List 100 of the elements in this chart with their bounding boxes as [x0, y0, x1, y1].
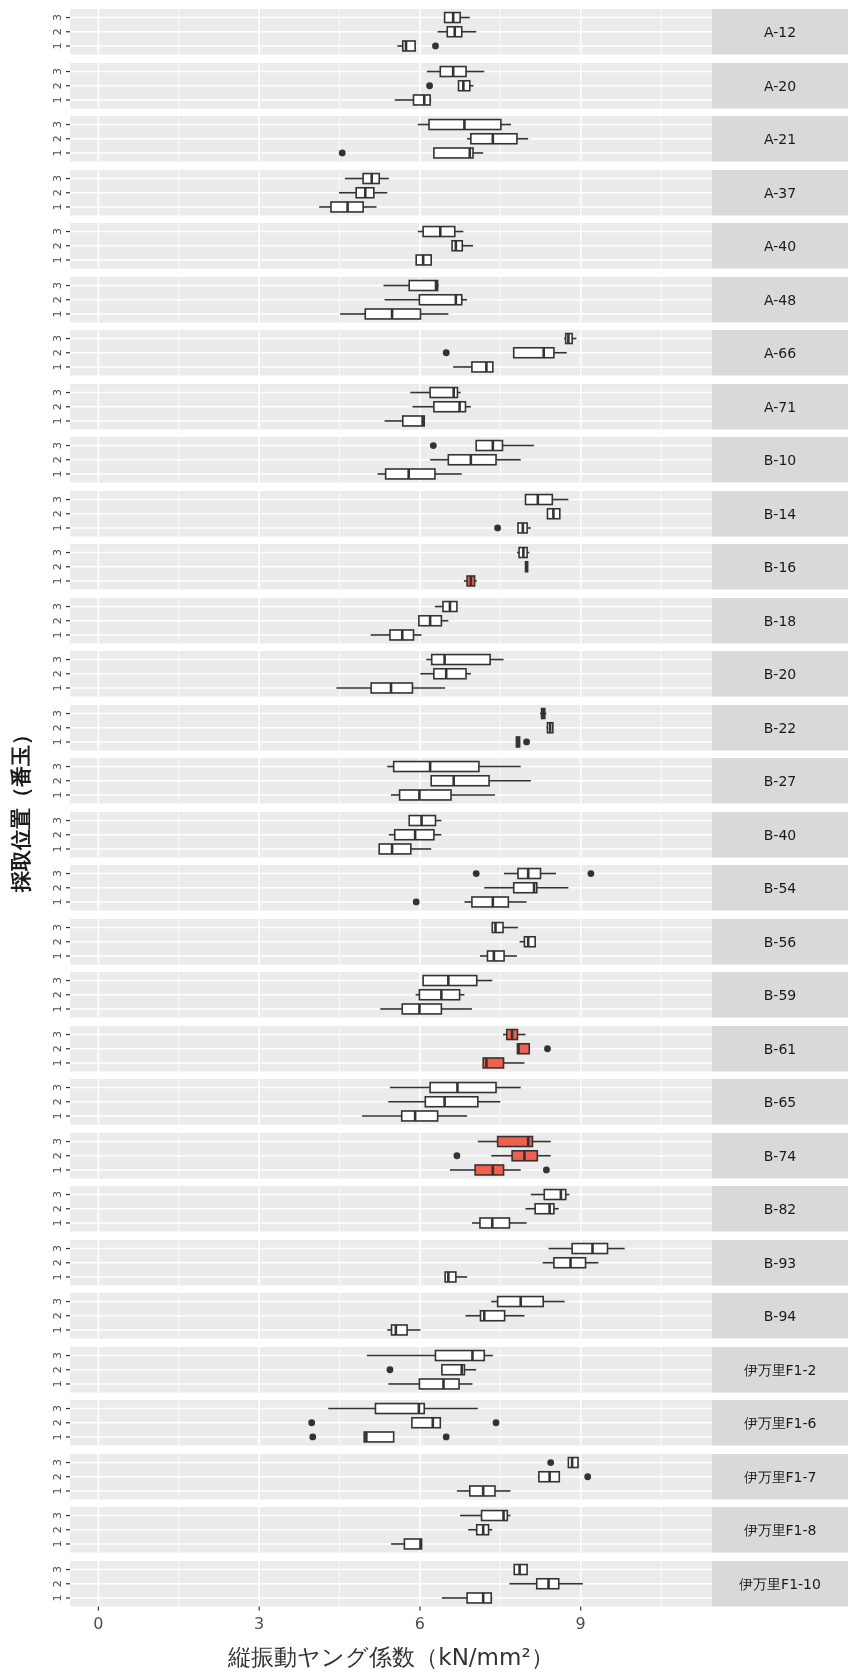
text: B-82: [763, 1200, 797, 1217]
y-tick-label: 3: [51, 870, 64, 878]
text: A-20: [763, 77, 797, 94]
text: B-94: [763, 1307, 797, 1324]
text: B-65: [763, 1093, 797, 1110]
y-tick-label: 1: [51, 1112, 64, 1120]
y-tick-label: 2: [51, 777, 64, 785]
y-tick-label: 2: [51, 1258, 64, 1266]
text: 伊万里F1-2: [743, 1361, 817, 1378]
y-tick-label: 1: [51, 523, 64, 531]
y-tick-label: 2: [51, 1098, 64, 1106]
y-tick-label: 1: [51, 202, 64, 210]
y-tick-label: 2: [51, 884, 64, 892]
y-tick-label: 3: [51, 335, 64, 343]
y-tick-label: 1: [51, 1165, 64, 1173]
y-tick-label: 1: [51, 416, 64, 424]
text: A-40: [763, 237, 797, 254]
text: B-74: [763, 1147, 797, 1164]
y-tick-label: 3: [51, 816, 64, 824]
y-tick-label: 2: [51, 1044, 64, 1052]
y-tick-label: 1: [51, 1540, 64, 1548]
y-tick-label: 2: [51, 563, 64, 571]
y-tick-label: 2: [51, 1579, 64, 1587]
y-tick-label: 2: [51, 295, 64, 303]
y-tick-label: 3: [51, 549, 64, 557]
y-tick-label: 1: [51, 42, 64, 50]
y-tick-label: 3: [51, 228, 64, 236]
text: B-16: [763, 558, 797, 575]
text: B-20: [763, 665, 797, 682]
y-tick-label: 1: [51, 149, 64, 157]
text: B-18: [763, 612, 797, 629]
text: B-61: [763, 1040, 797, 1057]
x-tick-label: 3: [254, 1613, 265, 1632]
y-tick-label: 1: [51, 1005, 64, 1013]
y-tick-label: 3: [51, 388, 64, 396]
y-tick-label: 3: [51, 1351, 64, 1359]
y-tick-label: 1: [51, 1433, 64, 1441]
y-tick-label: 2: [51, 456, 64, 464]
y-tick-label: 2: [51, 188, 64, 196]
y-tick-label: 3: [51, 1084, 64, 1092]
text: 伊万里F1-6: [743, 1414, 817, 1431]
y-tick-label: 1: [51, 256, 64, 264]
text: 伊万里F1-10: [739, 1575, 821, 1592]
y-tick-label: 1: [51, 737, 64, 745]
y-tick-label: 2: [51, 670, 64, 678]
y-tick-label: 3: [51, 174, 64, 182]
y-tick-label: 1: [51, 1379, 64, 1387]
y-tick-label: 3: [51, 121, 64, 129]
y-tick-label: 1: [51, 309, 64, 317]
text: B-22: [763, 719, 797, 736]
y-tick-label: 1: [51, 1219, 64, 1227]
y-tick-label: 3: [51, 709, 64, 717]
y-tick-label: 2: [51, 991, 64, 999]
y-tick-label: 3: [51, 442, 64, 450]
y-tick-label: 1: [51, 951, 64, 959]
y-tick-label: 2: [51, 830, 64, 838]
y-tick-label: 2: [51, 1151, 64, 1159]
text: B-10: [763, 451, 797, 468]
y-tick-label: 1: [51, 1593, 64, 1601]
text: 伊万里F1-7: [743, 1468, 817, 1485]
y-tick-label: 3: [51, 1191, 64, 1199]
y-tick-label: 3: [51, 1137, 64, 1145]
y-tick-label: 2: [51, 349, 64, 357]
y-tick-label: 3: [51, 1458, 64, 1466]
y-axis-title: 採取位置（番玉）: [9, 723, 33, 893]
y-tick-label: 3: [51, 977, 64, 985]
text: B-14: [763, 505, 797, 522]
text: B-93: [763, 1254, 797, 1271]
y-tick-label: 2: [51, 616, 64, 624]
text: A-66: [763, 344, 797, 361]
y-tick-label: 3: [51, 14, 64, 22]
y-tick-label: 2: [51, 1526, 64, 1534]
y-tick-label: 3: [51, 1298, 64, 1306]
y-tick-label: 3: [51, 495, 64, 503]
text: B-59: [763, 986, 797, 1003]
y-tick-label: 1: [51, 791, 64, 799]
text: 伊万里F1-8: [743, 1521, 817, 1538]
y-tick-label: 2: [51, 937, 64, 945]
x-tick-label: 6: [414, 1613, 426, 1632]
y-tick-label: 1: [51, 1326, 64, 1334]
y-tick-label: 3: [51, 1565, 64, 1573]
text: A-37: [763, 184, 797, 201]
y-tick-label: 1: [51, 630, 64, 638]
text: B-40: [763, 826, 797, 843]
text: A-48: [763, 291, 797, 308]
y-tick-label: 3: [51, 763, 64, 771]
y-tick-label: 2: [51, 1419, 64, 1427]
y-tick-label: 2: [51, 1365, 64, 1373]
y-tick-label: 1: [51, 577, 64, 585]
y-tick-label: 2: [51, 723, 64, 731]
text: A-71: [763, 398, 797, 415]
text: B-56: [763, 933, 797, 950]
y-tick-label: 3: [51, 656, 64, 664]
x-tick-label: 9: [575, 1613, 586, 1632]
y-tick-label: 1: [51, 363, 64, 371]
y-tick-label: 3: [51, 67, 64, 75]
y-tick-label: 1: [51, 1486, 64, 1494]
x-tick-label: 0: [93, 1613, 104, 1632]
x-axis-title: 縦振動ヤング係数（kN/mm²）: [227, 1643, 554, 1669]
y-tick-label: 3: [51, 923, 64, 931]
